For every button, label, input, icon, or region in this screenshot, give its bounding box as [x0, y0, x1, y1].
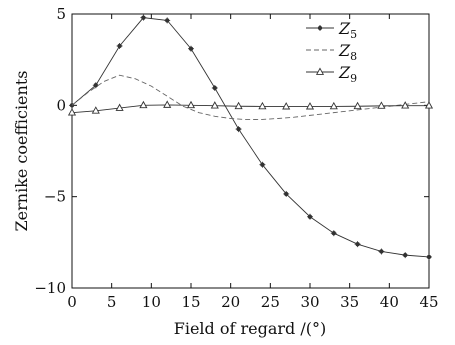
- legend-label-main: Z: [338, 41, 351, 60]
- data-point-z9: [258, 101, 267, 110]
- data-point-z9: [305, 102, 315, 110]
- data-point-z9: [353, 101, 362, 110]
- data-point-z9: [91, 106, 100, 114]
- data-point-z9: [329, 101, 338, 110]
- y-tick-label: −5: [44, 188, 66, 206]
- data-point-z9: [67, 108, 77, 116]
- x-axis-label: Field of regard /(°): [174, 319, 327, 338]
- legend-label-z8: Z8: [338, 41, 357, 63]
- x-tick-label: 40: [380, 293, 399, 311]
- series-line-z5: [71, 17, 430, 258]
- series-line-z8: [71, 74, 430, 121]
- data-point-z9: [282, 102, 291, 110]
- data-point-z9: [234, 101, 243, 110]
- y-tick-label: −10: [34, 279, 66, 297]
- data-point-z9: [401, 101, 410, 109]
- legend-label-sub: 9: [350, 72, 357, 85]
- data-point-z9: [377, 101, 386, 109]
- y-axis-label: Zernike coefficients: [12, 71, 31, 232]
- x-tick-label: 20: [221, 293, 240, 311]
- data-point-z9: [163, 100, 172, 108]
- legend-label-sub: 5: [350, 28, 357, 41]
- data-point-z9: [210, 101, 219, 109]
- legend-marker-z9: [315, 67, 325, 75]
- data-point-z9: [139, 100, 148, 109]
- x-tick-label: 0: [67, 293, 77, 311]
- y-tick-label: 5: [56, 5, 66, 23]
- plot-frame: [71, 13, 430, 289]
- x-tick-label: 5: [107, 293, 117, 311]
- data-point-z9: [424, 101, 434, 109]
- series-layer: [67, 14, 434, 260]
- legend-label-z5: Z5: [338, 19, 357, 41]
- legend-label-sub: 8: [350, 50, 357, 63]
- x-tick-label: 10: [142, 293, 161, 311]
- x-tick-label: 15: [181, 293, 200, 311]
- data-point-z9: [186, 100, 196, 109]
- series-z9: [67, 100, 434, 116]
- series-z5: [69, 14, 432, 260]
- x-tick-label: 25: [261, 293, 280, 311]
- legend-label-main: Z: [338, 63, 351, 82]
- series-z8: [71, 74, 430, 121]
- x-tick-label: 45: [419, 293, 438, 311]
- x-tick-label: 35: [340, 293, 359, 311]
- legend-label-z9: Z9: [338, 63, 357, 85]
- legend-label-main: Z: [338, 19, 351, 38]
- series-line-z9: [71, 104, 429, 114]
- y-tick-label: 0: [56, 96, 66, 114]
- data-point-z9: [115, 103, 124, 111]
- x-tick-label: 30: [300, 293, 319, 311]
